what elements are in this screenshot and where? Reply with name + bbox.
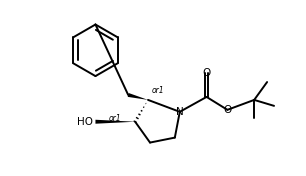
Text: HO: HO xyxy=(77,117,93,127)
Text: O: O xyxy=(203,68,211,78)
Polygon shape xyxy=(128,93,148,100)
Polygon shape xyxy=(95,120,135,124)
Text: or1: or1 xyxy=(108,114,121,123)
Text: or1: or1 xyxy=(152,86,165,95)
Text: O: O xyxy=(223,105,232,115)
Text: N: N xyxy=(176,107,184,117)
